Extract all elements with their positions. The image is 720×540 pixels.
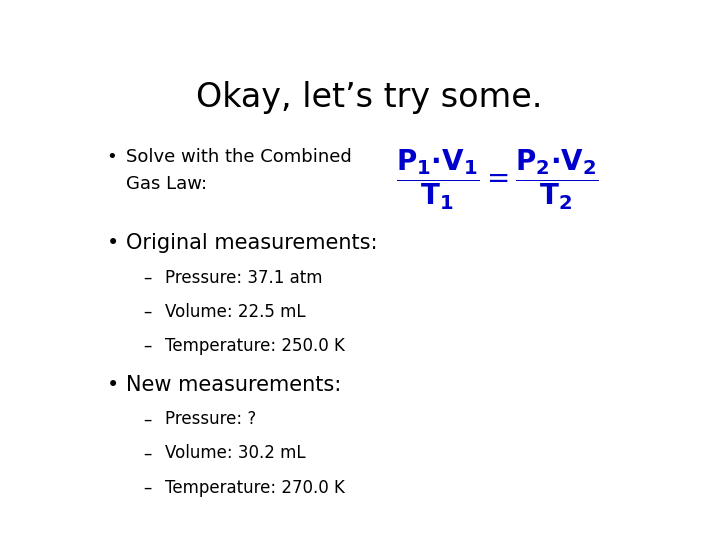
Text: –: – [143,268,151,287]
Text: Temperature: 250.0 K: Temperature: 250.0 K [166,337,345,355]
Text: –: – [143,410,151,428]
Text: Temperature: 270.0 K: Temperature: 270.0 K [166,478,345,496]
Text: –: – [143,478,151,496]
Text: •: • [107,233,119,253]
Text: •: • [107,148,117,166]
Text: Volume: 22.5 mL: Volume: 22.5 mL [166,302,306,321]
Text: Volume: 30.2 mL: Volume: 30.2 mL [166,444,306,462]
Text: –: – [143,444,151,462]
Text: –: – [143,337,151,355]
Text: Pressure: ?: Pressure: ? [166,410,256,428]
Text: Solve with the Combined: Solve with the Combined [126,148,352,166]
Text: Gas Law:: Gas Law: [126,175,207,193]
Text: Okay, let’s try some.: Okay, let’s try some. [196,82,542,114]
Text: $\dfrac{\mathbf{P_1{\cdot}V_1}}{\mathbf{T_1}}=\dfrac{\mathbf{P_2{\cdot}V_2}}{\ma: $\dfrac{\mathbf{P_1{\cdot}V_1}}{\mathbf{… [396,148,598,212]
Text: Pressure: 37.1 atm: Pressure: 37.1 atm [166,268,323,287]
Text: New measurements:: New measurements: [126,375,341,395]
Text: Original measurements:: Original measurements: [126,233,378,253]
Text: •: • [107,375,119,395]
Text: –: – [143,302,151,321]
